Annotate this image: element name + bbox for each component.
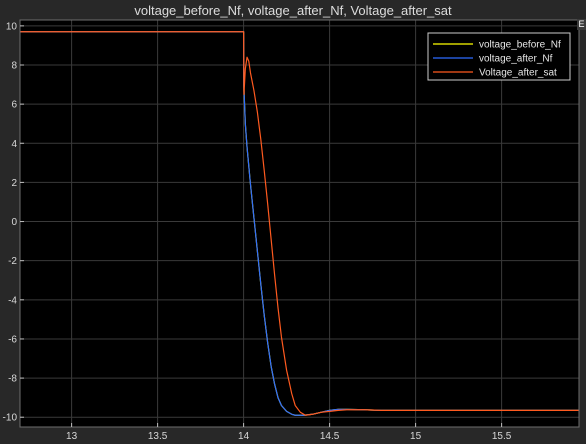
x-tick-label: 14 [238,431,250,442]
y-tick-label: 6 [11,100,17,111]
grid-lines [20,20,579,427]
y-tick-label: -2 [8,256,17,267]
toolbar-edge-icon[interactable]: E [577,19,586,30]
x-tick-label: 15 [410,431,422,442]
y-tick-label: -4 [8,295,17,306]
tick-labels: 13 13.5 14 14.5 15 15.5 10 8 6 4 2 0 -2 -4 -6 -8 -10 [3,21,512,442]
y-tick-label: -8 [8,374,17,385]
series-line-voltage-after-sat [20,31,579,416]
y-tick-label: -6 [8,334,17,345]
y-tick-label: 8 [11,61,17,72]
y-tick-label: 2 [11,178,17,189]
legend[interactable]: voltage_before_Nf voltage_after_Nf Voltage… [427,32,571,81]
plot-border [19,19,580,428]
x-tick-label: 15.5 [492,431,512,442]
y-tick-label: -10 [3,413,18,424]
legend-label: voltage_before_Nf [479,40,561,51]
legend-label: Voltage_after_sat [479,68,557,79]
x-tick-label: 13 [66,431,78,442]
legend-items: voltage_before_Nf voltage_after_Nf Voltage… [433,40,561,79]
y-tick-label: 4 [11,139,17,150]
x-tick-label: 14.5 [320,431,340,442]
y-tick-label: 0 [11,217,17,228]
plot-area [20,20,579,427]
series-lines [20,31,579,416]
legend-label: voltage_after_Nf [479,54,553,65]
chart-title: voltage_before_Nf, voltage_after_Nf, Vol… [134,3,452,18]
y-tick-label: 10 [6,21,18,32]
x-tick-label: 13.5 [148,431,168,442]
